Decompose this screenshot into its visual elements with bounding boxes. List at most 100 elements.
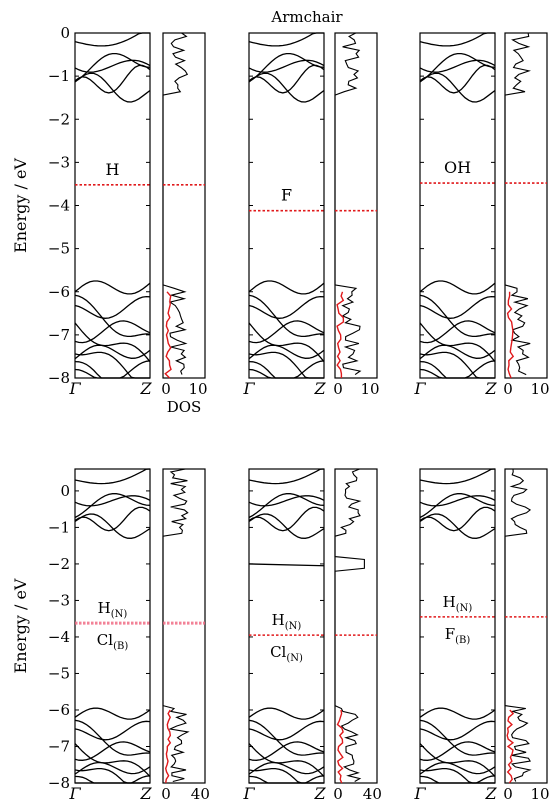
panel: Γ Z 0 10 F	[242, 32, 380, 398]
x-tick-z: Z	[139, 784, 152, 803]
x-tick-z: Z	[313, 379, 326, 398]
x-tick-gamma: Γ	[242, 784, 255, 803]
y-tick-label: −4	[48, 197, 70, 215]
y-tick-label: −6	[48, 701, 70, 719]
panel-label: H	[106, 160, 120, 179]
dos-partial-curve	[506, 709, 515, 784]
band-curve-conduction	[419, 513, 496, 539]
y-tick-label: −7	[48, 737, 70, 755]
dos-tick-label: 0	[333, 785, 343, 803]
band-curve-conduction	[419, 52, 496, 83]
band-curve-valence	[419, 320, 496, 344]
band-curve-valence	[248, 320, 325, 344]
band-curve-valence	[74, 761, 151, 775]
band-curve-conduction	[419, 72, 496, 103]
band-curve-valence	[248, 743, 325, 777]
dos-frame	[162, 32, 206, 379]
dos-curve	[334, 32, 362, 376]
dos-partial-curve	[164, 291, 172, 379]
band-curve-valence	[248, 344, 325, 360]
band-curve-conduction	[248, 72, 325, 103]
y-tick-label: −4	[48, 628, 70, 646]
band-curve-conduction	[74, 32, 150, 47]
band-curve-valence	[248, 741, 325, 761]
panel-label-bottom: F(B)	[445, 625, 471, 646]
panel-label-bottom: Cl(B)	[97, 631, 129, 652]
band-curve-valence	[248, 720, 325, 741]
band-curve-valence	[74, 344, 151, 360]
dos-tick-label: 0	[161, 380, 171, 398]
band-curve-valence	[74, 719, 151, 756]
band-frame	[74, 468, 151, 784]
band-curve-conduction	[419, 59, 496, 73]
band-curve-valence	[74, 280, 151, 295]
dos-tick-label: 10	[188, 380, 207, 398]
dos-frame	[334, 32, 378, 379]
panel: Γ Z 0 40 H(N) Cl(B)	[68, 468, 210, 803]
panel: Γ Z 0 10 H(N) F(B)	[413, 468, 550, 803]
dos-tick-label: 0	[161, 785, 171, 803]
band-curve-valence	[248, 294, 325, 338]
y-axis-label: Energy / eV	[11, 158, 30, 253]
dos-tick-label: 0	[333, 380, 343, 398]
y-tick-label: −2	[48, 555, 70, 573]
panel-label-bottom: Cl(N)	[270, 643, 303, 664]
y-tick-label: −2	[48, 110, 70, 128]
band-curve-conduction	[248, 495, 325, 507]
dos-partial-curve	[336, 709, 344, 784]
band-curve-conduction	[248, 64, 325, 94]
band-curve-valence	[249, 775, 325, 784]
band-curve-valence	[419, 295, 496, 319]
band-curve-conduction	[74, 64, 151, 94]
dos-curve	[504, 468, 532, 782]
band-curve-conduction	[74, 468, 151, 485]
band-curve-conduction	[74, 52, 151, 83]
x-tick-gamma: Γ	[413, 379, 426, 398]
panel-label-top: H(N)	[98, 599, 128, 620]
band-curve-valence	[248, 360, 325, 379]
band-curve-conduction	[419, 468, 496, 485]
band-curve-valence	[74, 295, 151, 319]
y-tick-label: −1	[48, 67, 70, 85]
band-curve-valence	[74, 294, 151, 338]
band-curve-conduction	[419, 32, 495, 47]
band-curve-valence	[419, 720, 496, 741]
dos-tick-label: 10	[530, 380, 549, 398]
band-curve-flat	[248, 563, 325, 567]
band-curve-conduction	[74, 59, 151, 73]
y-tick-label: −5	[48, 664, 70, 682]
dos-curve	[162, 32, 189, 375]
dos-partial-curve	[506, 291, 515, 379]
band-curve-valence	[419, 767, 495, 784]
x-tick-gamma: Γ	[68, 379, 81, 398]
band-curve-valence	[74, 741, 151, 761]
y-tick-label: −8	[48, 774, 70, 792]
band-curve-conduction	[419, 495, 496, 507]
band-curve-conduction	[248, 468, 325, 485]
band-curve-conduction	[248, 506, 325, 532]
band-curve-valence	[419, 360, 496, 379]
band-curve-valence	[74, 743, 151, 777]
band-curve-valence	[74, 322, 151, 363]
band-curve-conduction	[419, 493, 496, 519]
y-tick-label: −8	[48, 369, 70, 387]
band-curve-conduction	[74, 506, 151, 532]
band-curve-valence	[74, 320, 151, 344]
band-curve-conduction	[74, 493, 151, 519]
band-curve-valence	[419, 761, 496, 775]
band-curve-conduction	[248, 52, 325, 83]
band-curve-conduction	[248, 32, 324, 47]
y-axis-label: Energy / eV	[11, 578, 30, 673]
band-curve-valence	[248, 761, 325, 775]
band-curve-valence	[419, 344, 496, 360]
band-curve-valence	[74, 720, 151, 741]
band-curve-valence	[419, 294, 496, 338]
panel-label: F	[281, 186, 292, 205]
band-curve-valence	[419, 322, 496, 363]
band-curve-conduction	[74, 495, 151, 507]
dos-axis-label: DOS	[167, 398, 202, 416]
band-curve-conduction	[419, 64, 496, 94]
dos-tick-label: 40	[191, 785, 210, 803]
